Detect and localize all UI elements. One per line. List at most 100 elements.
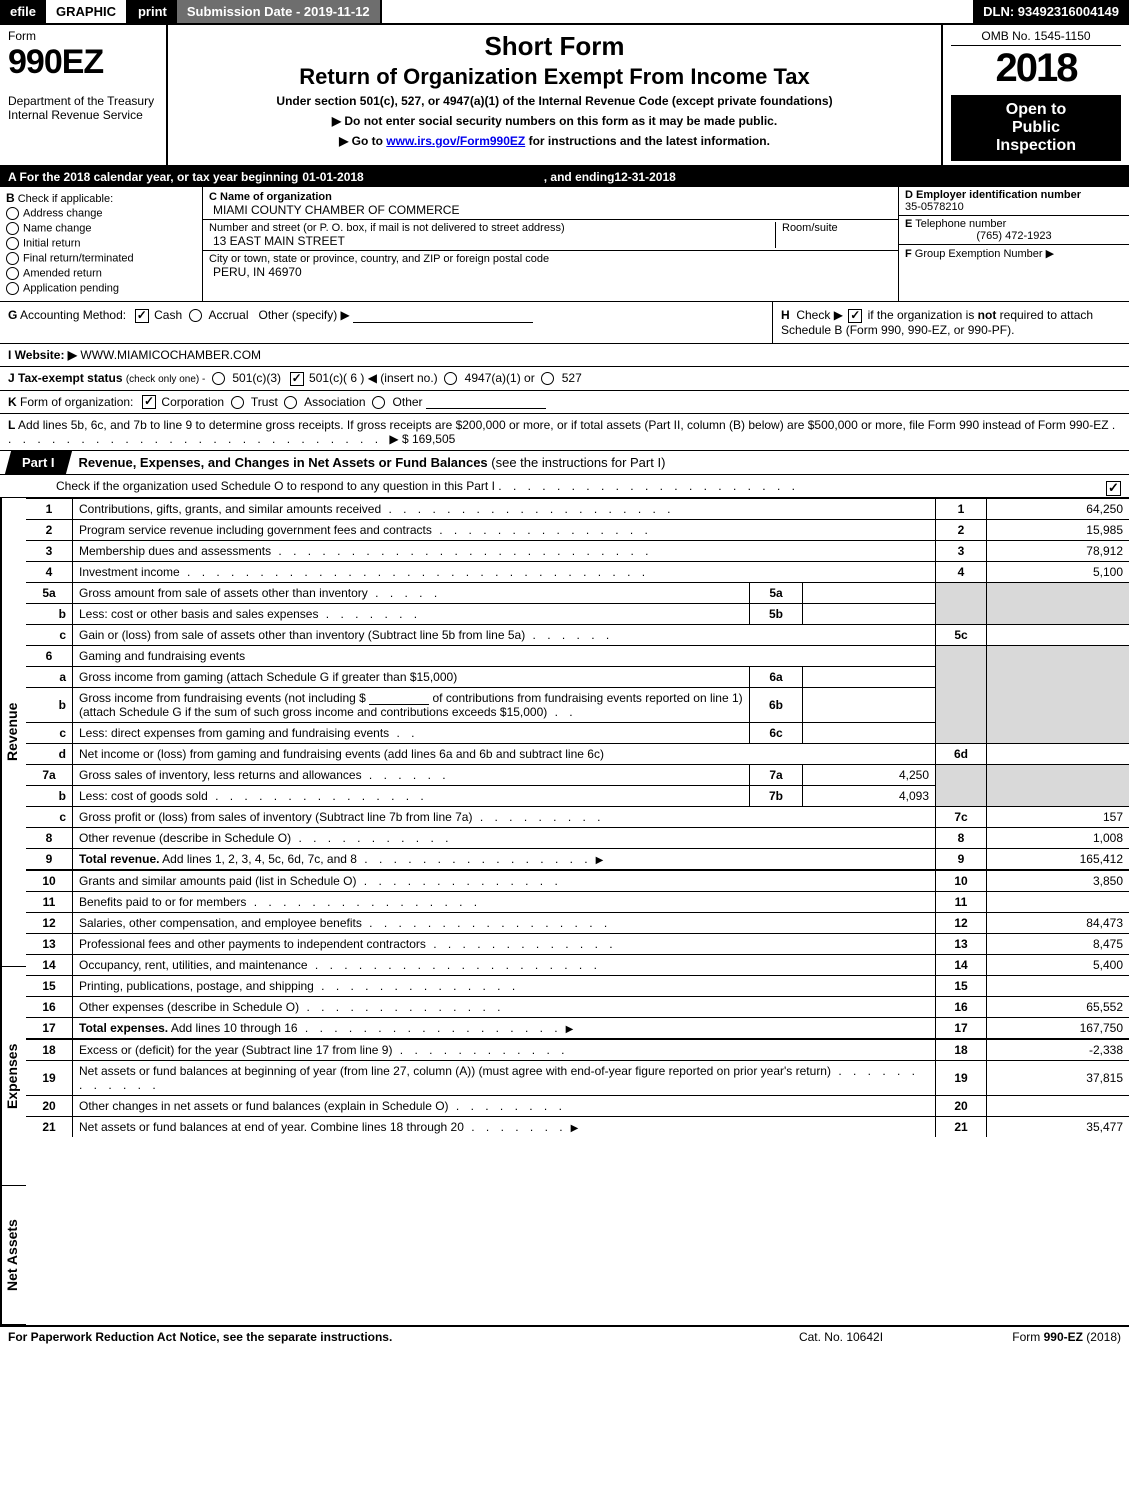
group-exemption-label: Group Exemption Number (912, 248, 1043, 260)
checkbox-501c3[interactable] (212, 372, 225, 385)
line3-rnum: 3 (936, 541, 987, 562)
checkbox-final-return[interactable] (6, 252, 19, 265)
line6d-value (987, 744, 1129, 765)
line4-desc: Investment income (79, 565, 180, 579)
j-label: J Tax-exempt status (8, 371, 123, 385)
line17-num: 17 (26, 1018, 73, 1040)
l-amount: ▶ $ 169,505 (389, 432, 455, 446)
line6b-num: b (26, 688, 73, 723)
line-16: 16 Other expenses (describe in Schedule … (26, 997, 1129, 1018)
checkbox-schedule-o[interactable] (1106, 481, 1121, 496)
h-text2: if the organization is (864, 308, 977, 322)
footer-right-form: 990-EZ (1044, 1330, 1083, 1344)
line18-value: -2,338 (987, 1039, 1129, 1061)
group-arrow-icon: ▶ (1046, 248, 1054, 260)
part1-title-text: Revenue, Expenses, and Changes in Net As… (79, 455, 488, 470)
line8-value: 1,008 (987, 828, 1129, 849)
graphic-button[interactable]: GRAPHIC (46, 0, 128, 23)
checkbox-trust[interactable] (231, 396, 244, 409)
irs-link[interactable]: www.irs.gov/Form990EZ (386, 134, 525, 148)
checkbox-schedule-b[interactable] (848, 309, 862, 323)
section-b-checkboxes: B Check if applicable: Address change Na… (0, 187, 203, 301)
line6d-desc: Net income or (loss) from gaming and fun… (79, 747, 604, 761)
print-button[interactable]: print (128, 0, 177, 23)
checkbox-other-org[interactable] (372, 396, 385, 409)
form-word: Form (8, 29, 158, 43)
line19-value: 37,815 (987, 1061, 1129, 1096)
checkbox-corporation[interactable] (142, 395, 156, 409)
department-label: Department of the Treasury Internal Reve… (8, 94, 158, 123)
line9-rnum: 9 (936, 849, 987, 871)
website-value: WWW.MIAMICOCHAMBER.COM (80, 348, 261, 362)
line5a-mv (803, 583, 936, 604)
check-if-label: Check if applicable: (18, 193, 113, 205)
open-line1: Open to (955, 101, 1117, 119)
h-schedule-b: H Check ▶ if the organization is not req… (772, 302, 1129, 343)
tax-year: 2018 (951, 46, 1121, 91)
line16-rnum: 16 (936, 997, 987, 1018)
line-12: 12 Salaries, other compensation, and emp… (26, 913, 1129, 934)
other-org-input[interactable] (426, 396, 546, 409)
line10-desc: Grants and similar amounts paid (list in… (79, 874, 356, 888)
checkbox-application-pending[interactable] (6, 282, 19, 295)
line20-desc: Other changes in net assets or fund bala… (79, 1099, 449, 1113)
line7a-num: 7a (26, 765, 73, 786)
line17-desc2: Add lines 10 through 16 (168, 1021, 297, 1035)
line3-num: 3 (26, 541, 73, 562)
checkbox-name-change[interactable] (6, 222, 19, 235)
line6b-mv (803, 688, 936, 723)
checkbox-527[interactable] (541, 372, 554, 385)
checkbox-amended-return[interactable] (6, 267, 19, 280)
phone-value: (765) 472-1923 (905, 230, 1123, 242)
part1-table: 1 Contributions, gifts, grants, and simi… (26, 498, 1129, 1137)
cal-year-ending: 12-31-2018 (614, 170, 675, 184)
line9-desc2: Add lines 1, 2, 3, 4, 5c, 6d, 7c, and 8 (159, 852, 356, 866)
header-left: Form 990EZ Department of the Treasury In… (0, 25, 168, 165)
room-suite-label: Room/suite (775, 222, 892, 248)
line21-rnum: 21 (936, 1117, 987, 1138)
open-to-public-box: Open to Public Inspection (951, 95, 1121, 161)
line-20: 20 Other changes in net assets or fund b… (26, 1096, 1129, 1117)
line3-value: 78,912 (987, 541, 1129, 562)
chk-amended-return: Amended return (23, 267, 102, 279)
org-city: PERU, IN 46970 (213, 265, 892, 279)
checkbox-4947a1[interactable] (444, 372, 457, 385)
line6b-contrib-input[interactable] (369, 692, 429, 705)
line14-num: 14 (26, 955, 73, 976)
line17-desc: Total expenses. (79, 1021, 168, 1035)
dept-line1: Department of the Treasury (8, 94, 154, 108)
line6-desc: Gaming and fundraising events (73, 646, 936, 667)
checkbox-address-change[interactable] (6, 207, 19, 220)
j-note: (check only one) - (126, 374, 205, 385)
side-net-assets: Net Assets (0, 1186, 26, 1325)
g-text: Accounting Method: (17, 308, 126, 322)
line12-desc: Salaries, other compensation, and employ… (79, 916, 362, 930)
line18-desc: Excess or (deficit) for the year (Subtra… (79, 1043, 392, 1057)
line21-desc: Net assets or fund balances at end of ye… (79, 1120, 464, 1134)
shade-5ab-v (987, 583, 1129, 625)
checkbox-501c[interactable] (290, 372, 304, 386)
checkbox-association[interactable] (284, 396, 297, 409)
part1-sub: Check if the organization used Schedule … (8, 479, 495, 493)
cal-year-ending-label: , and ending (544, 170, 615, 184)
line-7a: 7a Gross sales of inventory, less return… (26, 765, 1129, 786)
instruction-1: ▶ Do not enter social security numbers o… (180, 114, 929, 128)
opt-501c3: 501(c)(3) (232, 371, 281, 385)
checkbox-accrual[interactable] (189, 309, 202, 322)
side-revenue: Revenue (0, 498, 26, 967)
efile-button[interactable]: efile (0, 0, 46, 23)
line1-num: 1 (26, 499, 73, 520)
d-ein-label: D Employer identification number (905, 189, 1123, 201)
opt-corporation: Corporation (161, 395, 224, 409)
part1-tab: Part I (5, 451, 72, 474)
other-specify-input[interactable] (353, 310, 533, 323)
checkbox-cash[interactable] (135, 309, 149, 323)
org-street: 13 EAST MAIN STREET (213, 234, 775, 248)
line6a-mn: 6a (750, 667, 803, 688)
return-title: Return of Organization Exempt From Incom… (180, 64, 929, 90)
line2-value: 15,985 (987, 520, 1129, 541)
line6c-num: c (26, 723, 73, 744)
checkbox-initial-return[interactable] (6, 237, 19, 250)
line7a-mn: 7a (750, 765, 803, 786)
line-10: 10 Grants and similar amounts paid (list… (26, 870, 1129, 892)
